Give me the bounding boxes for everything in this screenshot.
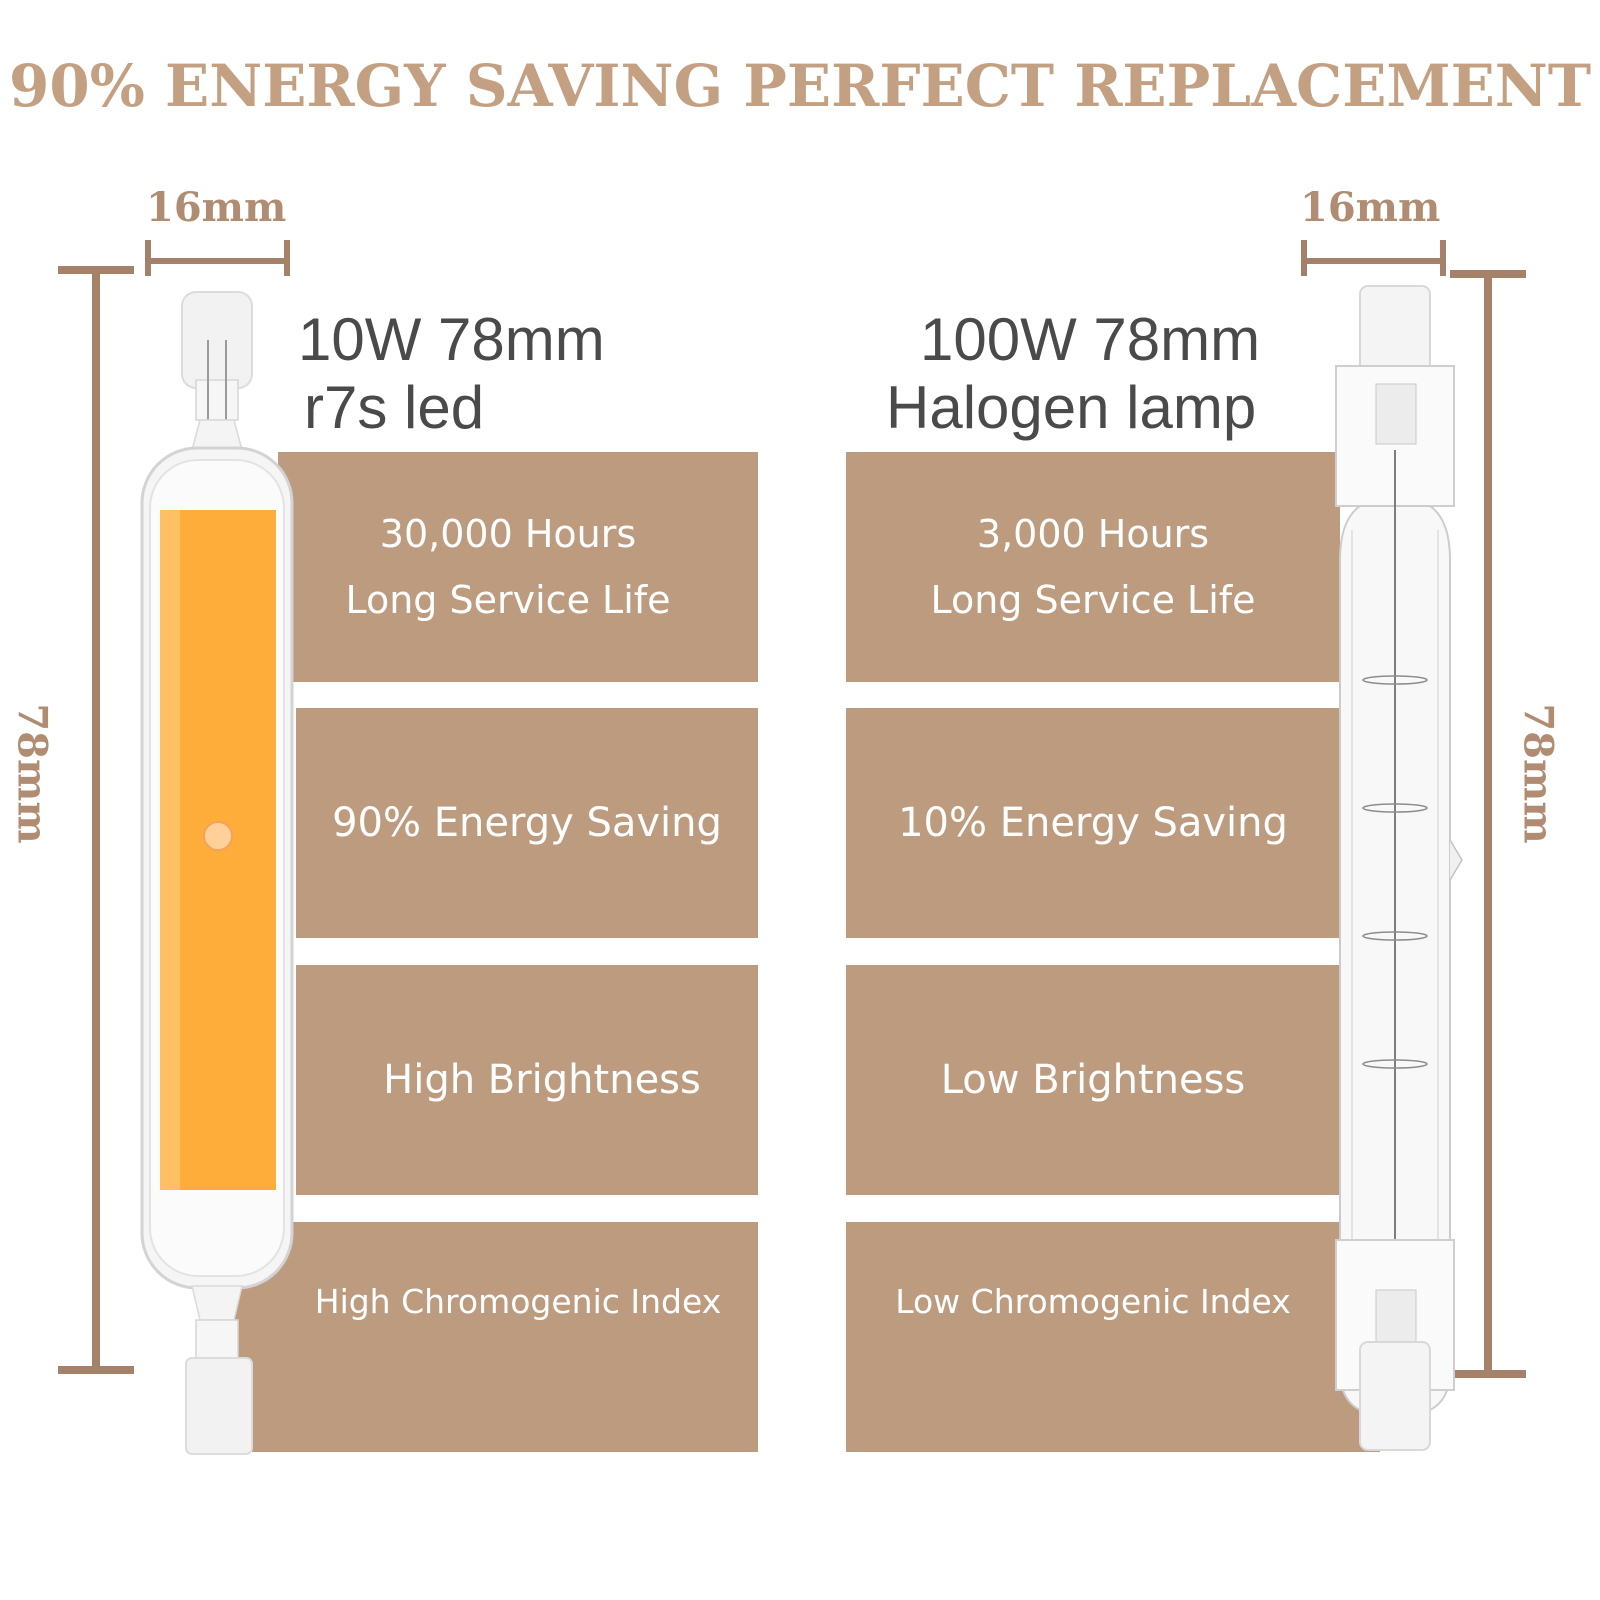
led-title-line2: r7s led	[304, 374, 485, 441]
led-height-label: 78mm	[8, 703, 56, 844]
halogen-feature-service-life: 3,000 Hours Long Service Life	[846, 452, 1340, 682]
led-feature-chromogenic: High Chromogenic Index	[222, 1222, 758, 1452]
led-bulb-image	[140, 291, 294, 1455]
halogen-height-line	[1484, 270, 1492, 1378]
halogen-height-label: 78mm	[1514, 703, 1562, 844]
halogen-bulb-image	[1335, 285, 1463, 1451]
halogen-width-line	[1304, 258, 1444, 264]
led-feature-energy: 90% Energy Saving	[296, 708, 758, 938]
led-title-line1: 10W 78mm	[298, 306, 605, 373]
halogen-feature-energy: 10% Energy Saving	[846, 708, 1340, 938]
halogen-width-label: 16mm	[1300, 184, 1441, 231]
led-hours-text: 30,000 Hours	[379, 512, 637, 556]
led-width-tick-right	[284, 240, 290, 276]
led-height-line	[92, 266, 100, 1374]
led-energy-text: 90% Energy Saving	[332, 800, 722, 846]
halogen-chromogenic-text: Low Chromogenic Index	[895, 1281, 1291, 1321]
halogen-feature-chromogenic: Low Chromogenic Index	[846, 1222, 1380, 1452]
led-feature-service-life: 30,000 Hours Long Service Life	[278, 452, 758, 682]
halogen-feature-brightness: Low Brightness	[846, 965, 1340, 1195]
halogen-width-tick-right	[1440, 240, 1446, 276]
led-chromogenic-text: High Chromogenic Index	[314, 1281, 722, 1321]
led-brightness-text: High Brightness	[383, 1057, 701, 1103]
headline: 90% ENERGY SAVING PERFECT REPLACEMENT	[8, 52, 1591, 120]
led-service-life-text: Long Service Life	[345, 578, 671, 622]
halogen-title-line2: Halogen lamp	[886, 374, 1257, 441]
halogen-width-tick-left	[1301, 240, 1307, 276]
halogen-service-life-text: Long Service Life	[930, 578, 1256, 622]
led-width-tick-left	[145, 240, 151, 276]
halogen-brightness-text: Low Brightness	[940, 1057, 1246, 1103]
led-feature-brightness: High Brightness	[296, 965, 758, 1195]
led-height-tick-bottom	[58, 1366, 134, 1374]
led-width-label: 16mm	[146, 184, 287, 231]
halogen-height-tick-bottom	[1450, 1370, 1526, 1378]
halogen-hours-text: 3,000 Hours	[976, 512, 1210, 556]
halogen-energy-text: 10% Energy Saving	[898, 800, 1288, 846]
led-width-line	[148, 258, 288, 264]
halogen-title-line1: 100W 78mm	[920, 306, 1261, 373]
